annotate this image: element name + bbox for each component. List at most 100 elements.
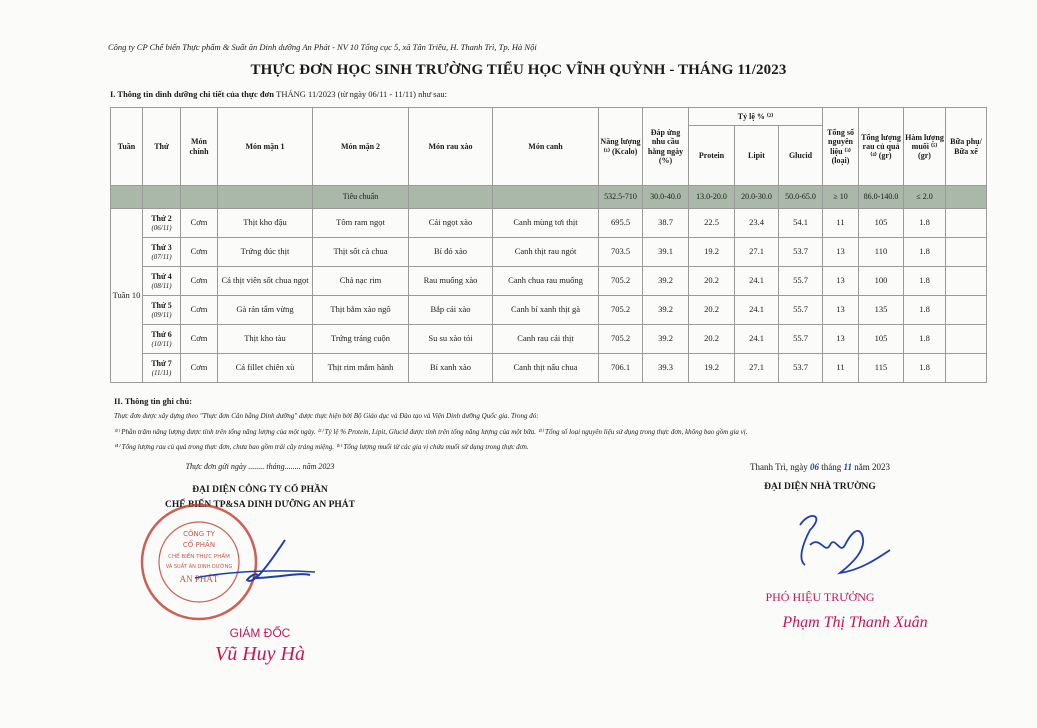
- stir-fried-veg-cell: Bắp cải xào: [408, 295, 493, 325]
- header-ham-luong-muoi: Hàm lượng muối ⁽⁵⁾ (gr): [903, 107, 946, 186]
- salt-cell: 1.8: [903, 266, 946, 296]
- lipit-cell: 24.1: [734, 295, 779, 325]
- daily-need-cell: 39.2: [642, 266, 689, 296]
- stir-fried-veg-cell: Bí đỏ xào: [408, 237, 493, 267]
- glucid-cell: 55.7: [778, 295, 823, 325]
- table-row: Thứ 3 (07/11) Cơm Trứng đúc thịt Thịt sốt cà…: [111, 237, 987, 267]
- notes-line-1: ⁽¹⁾ Phần trăm năng lượng được tính trên …: [114, 428, 748, 436]
- header-thu: Thứ: [142, 107, 181, 186]
- school-rep: ĐẠI DIỆN NHÀ TRƯỜNG: [764, 482, 876, 492]
- savory-dish-2-cell: Thịt bằm xào ngô: [312, 295, 409, 325]
- standard-row: Tiêu chuẩn 532.5-710 30.0-40.0 13.0-20.0…: [110, 185, 987, 209]
- snack-cell: [945, 324, 987, 354]
- header-tong-rau: Tổng lượng rau củ quả ⁽⁴⁾ (gr): [858, 107, 904, 186]
- soup-cell: Canh chua rau muống: [492, 266, 599, 296]
- energy-cell: 705.2: [598, 295, 643, 325]
- protein-cell: 22.5: [688, 208, 735, 238]
- glucid-cell: 55.7: [778, 324, 823, 354]
- svg-text:CỔ PHẦN: CỔ PHẦN: [183, 539, 215, 549]
- glucid-cell: 55.7: [778, 266, 823, 296]
- main-dish-cell: Cơm: [180, 237, 218, 267]
- day-label: Thứ 6: [151, 329, 172, 339]
- svg-text:CHẾ BIẾN THỰC PHẨM: CHẾ BIẾN THỰC PHẨM: [168, 552, 230, 560]
- stir-fried-veg-cell: Bí xanh xào: [408, 353, 493, 383]
- section2-heading: II. Thông tin ghi chú:: [114, 396, 193, 406]
- daily-need-cell: 38.7: [642, 208, 689, 238]
- header-glucid: Glucid: [778, 125, 823, 186]
- company-rep-line2: CHẾ BIẾN TP&SA DINH DƯỠNG AN PHÁT: [164, 500, 356, 510]
- snack-cell: [945, 237, 987, 267]
- snack-cell: [945, 353, 987, 383]
- year-suffix: năm 2023: [854, 462, 891, 472]
- lipit-cell: 27.1: [734, 353, 779, 383]
- lipit-cell: 24.1: [734, 324, 779, 354]
- soup-cell: Canh thịt rau ngót: [492, 237, 599, 267]
- protein-cell: 19.2: [688, 353, 735, 383]
- veg-amount-cell: 115: [858, 353, 904, 383]
- energy-cell: 705.2: [598, 324, 643, 354]
- soup-cell: Canh mùng tơi thịt: [492, 208, 599, 238]
- day-date: (11/11): [151, 368, 172, 377]
- glucid-cell: 53.7: [778, 353, 823, 383]
- notes-line-2: ⁽⁴⁾ Tổng lượng rau củ quả trong thực đơn…: [114, 443, 529, 451]
- section1-label: I. Thông tin dinh dưỡng chi tiết của thự…: [110, 89, 275, 99]
- standard-value: 13.0-20.0: [688, 185, 735, 209]
- ingredients-count-cell: 11: [822, 208, 859, 238]
- savory-dish-2-cell: Thịt sốt cà chua: [312, 237, 409, 267]
- day-cell: Thứ 7 (11/11): [142, 353, 181, 383]
- salt-cell: 1.8: [903, 237, 946, 267]
- table-row: Thứ 4 (08/11) Cơm Cá thịt viên sốt chua ngọ…: [111, 266, 987, 296]
- salt-cell: 1.8: [903, 295, 946, 325]
- table-row: Thứ 7 (11/11) Cơm Cá fillet chiên xù Thịt ri…: [111, 353, 987, 383]
- lipit-cell: 24.1: [734, 266, 779, 296]
- protein-cell: 20.2: [688, 295, 735, 325]
- table-row: Thứ 6 (10/11) Cơm Thịt kho tàu Trứng tráng c…: [111, 324, 987, 354]
- standard-value: ≤ 2.0: [903, 185, 946, 209]
- standard-value: 30.0-40.0: [642, 185, 689, 209]
- notes-intro: Thực đơn được xây dựng theo "Thực đơn Câ…: [114, 412, 539, 420]
- table-row: Tuần 10 Thứ 2 (06/11) Cơm Thịt kho đậu Tôm ra…: [110, 208, 987, 383]
- day-date: (08/11): [151, 281, 172, 290]
- day-label: Thứ 4: [151, 271, 172, 281]
- glucid-cell: 53.7: [778, 237, 823, 267]
- header-mon-rau-xao: Món rau xào: [408, 107, 493, 186]
- soup-cell: Canh bí xanh thịt gà: [492, 295, 599, 325]
- veg-amount-cell: 135: [858, 295, 904, 325]
- principal-signature: [799, 515, 891, 575]
- day-label: Thứ 3: [151, 242, 172, 252]
- ingredients-count-cell: 11: [822, 353, 859, 383]
- stir-fried-veg-cell: Su su xào tỏi: [408, 324, 493, 354]
- company-line: Công ty CP Chế biến Thực phẩm & Suất ăn …: [108, 42, 537, 52]
- snack-cell: [945, 266, 987, 296]
- day-label: Thứ 5: [151, 300, 172, 310]
- table-row: Thứ 5 (09/11) Cơm Gà rán tẩm vừng Thịt bằm x…: [111, 295, 987, 325]
- protein-cell: 20.2: [688, 324, 735, 354]
- standard-value: ≥ 10: [822, 185, 859, 209]
- menu-table: Tuần Thứ Món chính Món mặn 1 Món mặn 2 M…: [110, 107, 987, 383]
- daily-need-cell: 39.3: [642, 353, 689, 383]
- day-date: (07/11): [151, 252, 172, 261]
- date-day: 06: [810, 462, 819, 472]
- ingredients-count-cell: 13: [822, 324, 859, 354]
- standard-value: [945, 185, 987, 209]
- salt-cell: 1.8: [903, 324, 946, 354]
- header-protein: Protein: [688, 125, 735, 186]
- date-prefix: Thanh Trì, ngày: [749, 462, 808, 472]
- savory-dish-1-cell: Thịt kho đậu: [217, 208, 313, 238]
- svg-text:AN PHÁT: AN PHÁT: [180, 574, 219, 584]
- savory-dish-1-cell: Cá fillet chiên xù: [217, 353, 313, 383]
- standard-value: 50.0-65.0: [778, 185, 823, 209]
- veg-amount-cell: 105: [858, 324, 904, 354]
- stir-fried-veg-cell: Cải ngọt xào: [408, 208, 493, 238]
- savory-dish-2-cell: Chả nạc rim: [312, 266, 409, 296]
- glucid-cell: 54.1: [778, 208, 823, 238]
- salt-cell: 1.8: [903, 353, 946, 383]
- main-dish-cell: Cơm: [180, 324, 218, 354]
- main-dish-cell: Cơm: [180, 295, 218, 325]
- header-lipit: Lipit: [734, 125, 779, 186]
- daily-need-cell: 39.2: [642, 295, 689, 325]
- day-label: Thứ 2: [151, 213, 172, 223]
- month-prefix: tháng: [821, 462, 842, 472]
- stir-fried-veg-cell: Rau muống xào: [408, 266, 493, 296]
- header-nang-luong: Năng lượng ⁽¹⁾ (Kcalo): [598, 107, 643, 186]
